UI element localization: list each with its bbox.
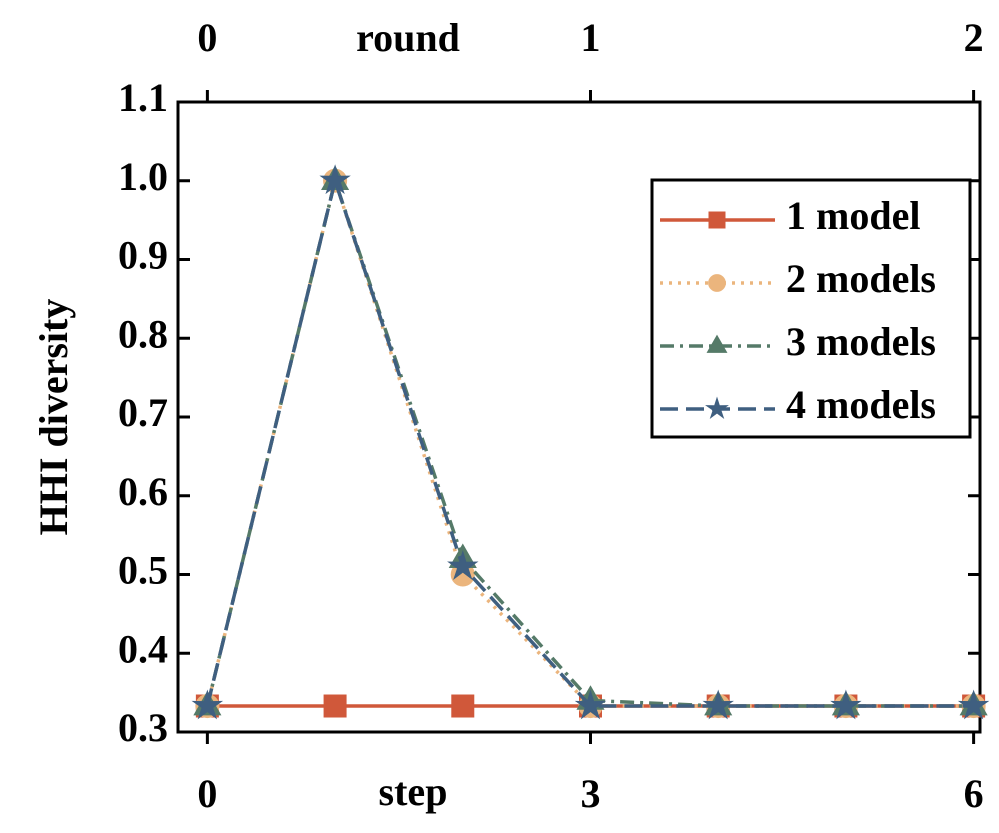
x2-tick-label: 2 (964, 15, 984, 60)
legend-box (650, 178, 972, 439)
legend-label: 3 models (786, 319, 936, 364)
legend-label: 4 models (786, 382, 936, 427)
y-tick-label: 1.1 (118, 75, 168, 120)
y-tick-label: 0.7 (118, 390, 168, 435)
x-tick-label: 0 (197, 771, 217, 816)
legend-label: 1 model (786, 193, 920, 238)
y-tick-label: 0.4 (118, 626, 168, 671)
legend-marker (708, 211, 726, 229)
x-axis-label: step (379, 769, 448, 814)
marker (323, 694, 347, 718)
y-tick-label: 0.9 (118, 233, 168, 278)
marker (447, 550, 479, 580)
marker (451, 694, 475, 718)
marker (574, 689, 607, 720)
marker (702, 689, 734, 720)
marker (957, 689, 990, 720)
x2-tick-label: 0 (197, 15, 217, 60)
legend-marker (708, 274, 726, 292)
marker (319, 164, 351, 195)
x2-tick-label: 1 (580, 15, 600, 60)
x-tick-label: 6 (964, 771, 984, 816)
y-tick-label: 0.8 (118, 311, 168, 356)
x-tick-label: 3 (580, 771, 600, 816)
marker (191, 689, 224, 720)
marker (830, 689, 862, 720)
x2-axis-label: round (356, 15, 460, 60)
legend-label: 2 models (786, 256, 936, 301)
legend-marker (706, 334, 728, 353)
y-tick-label: 0.6 (118, 469, 168, 514)
y-tick-label: 0.5 (118, 548, 168, 593)
y-tick-label: 1.0 (118, 154, 168, 199)
legend-marker (705, 396, 729, 420)
y-axis-label: HHI diversity (31, 299, 76, 536)
y-tick-label: 0.3 (118, 705, 168, 750)
